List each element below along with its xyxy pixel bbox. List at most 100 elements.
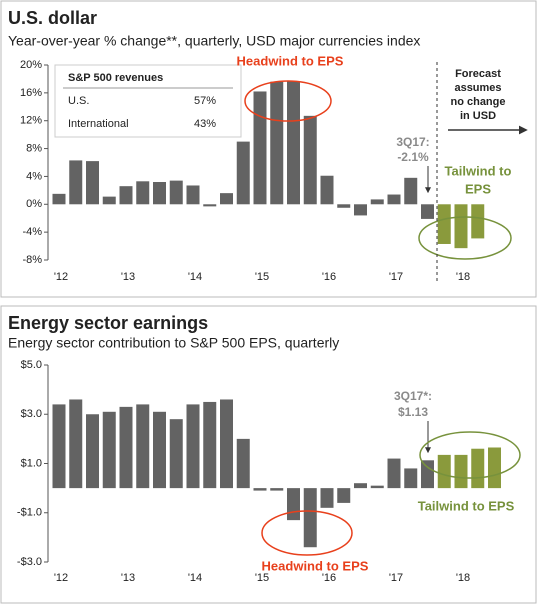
bar <box>454 204 468 249</box>
annotation: no change <box>450 96 505 108</box>
bar <box>203 204 217 207</box>
annotation: assumes <box>454 82 501 94</box>
y-tick-label: $1.0 <box>21 457 42 469</box>
bar <box>454 454 468 489</box>
x-tick-label: '14 <box>188 271 202 283</box>
bar <box>86 414 99 489</box>
x-tick-label: '16 <box>322 572 336 584</box>
bar <box>387 458 401 489</box>
highlight-ellipse <box>418 216 512 260</box>
y-tick-label: 8% <box>26 142 42 154</box>
y-tick-label: $5.0 <box>21 359 42 371</box>
inset-title: S&P 500 revenues <box>68 72 163 84</box>
bar <box>169 180 183 205</box>
x-tick-label: '15 <box>255 271 269 283</box>
bar <box>421 204 434 219</box>
bar <box>387 194 401 205</box>
bar <box>236 438 250 489</box>
bar <box>354 204 367 216</box>
annotation: Tailwind to <box>445 163 512 178</box>
x-tick-label: '17 <box>389 572 403 584</box>
plot: $5.0 $3.0 $1.0 -$1.0 -$3.0 '12 '13 '14 '15 '16 '17… <box>17 359 501 584</box>
bar <box>236 141 250 205</box>
y-tick-label: -4% <box>22 226 42 238</box>
x-tick-label: '12 <box>54 572 68 584</box>
bar <box>303 115 317 205</box>
bar <box>253 488 267 491</box>
bar <box>437 204 451 244</box>
x-tick-label: '16 <box>322 271 336 283</box>
chart-title: U.S. dollar <box>8 8 97 28</box>
bar <box>102 411 116 489</box>
inset-cell: International <box>68 118 129 130</box>
bar <box>471 448 485 489</box>
x-tick-label: '18 <box>456 572 470 584</box>
panel-frame <box>0 305 537 604</box>
annotation: Tailwind to EPS <box>418 498 515 513</box>
bar <box>203 401 217 489</box>
highlight-ellipse <box>261 510 353 556</box>
bar <box>270 81 284 205</box>
annotation: Forecast <box>455 68 501 80</box>
inset-cell: U.S. <box>68 95 89 107</box>
bar <box>437 454 451 489</box>
bar <box>186 404 200 489</box>
bar <box>86 161 99 205</box>
bar <box>153 411 166 489</box>
inset-table <box>54 64 242 138</box>
bar <box>471 204 485 239</box>
bar <box>136 404 150 489</box>
bar <box>169 419 183 489</box>
bar <box>404 468 418 489</box>
bar <box>119 406 133 489</box>
y-tick-label: 0% <box>26 198 42 210</box>
annotation: 3Q17*: <box>394 389 432 403</box>
chart-subtitle: Year-over-year % change**, quarterly, US… <box>8 33 420 49</box>
bar <box>136 181 150 205</box>
panel-frame <box>0 0 537 298</box>
bar <box>270 488 284 491</box>
bar <box>69 160 83 205</box>
highlight-ellipse <box>244 80 332 122</box>
bar <box>52 193 66 205</box>
bar <box>287 81 300 205</box>
bar <box>287 488 300 521</box>
y-tick-label: $3.0 <box>21 408 42 420</box>
bar <box>320 488 334 508</box>
chart-title: Energy sector earnings <box>8 313 208 333</box>
bar <box>153 182 166 205</box>
bar <box>337 204 351 208</box>
bar <box>52 404 66 489</box>
bar <box>220 193 233 205</box>
bar <box>220 399 233 489</box>
chart-subtitle: Energy sector contribution to S&P 500 EP… <box>8 335 339 351</box>
annotation: Headwind to EPS <box>237 53 344 68</box>
bar <box>253 91 267 205</box>
y-tick-label: -$3.0 <box>17 556 42 568</box>
bar <box>102 196 116 205</box>
annotation: $1.13 <box>398 405 428 419</box>
bar <box>320 175 334 205</box>
x-tick-label: '13 <box>121 271 135 283</box>
bar <box>119 186 133 205</box>
bar <box>69 399 83 489</box>
y-tick-label: -8% <box>22 254 42 266</box>
bar <box>186 185 200 205</box>
y-tick-label: 4% <box>26 170 42 182</box>
bar <box>404 177 418 205</box>
x-tick-label: '18 <box>456 271 470 283</box>
bar <box>370 199 384 205</box>
bar <box>488 447 501 489</box>
annotation: EPS <box>465 181 491 196</box>
y-tick-label: -$1.0 <box>17 507 42 519</box>
annotation: Headwind to EPS <box>262 558 369 573</box>
annotation: -2.1% <box>397 150 429 164</box>
x-tick-label: '15 <box>255 572 269 584</box>
y-tick-label: 16% <box>20 87 42 99</box>
y-tick-label: 20% <box>20 59 42 71</box>
x-tick-label: '14 <box>188 572 202 584</box>
highlight-ellipse <box>419 431 521 479</box>
x-tick-label: '13 <box>121 572 135 584</box>
inset-cell: 43% <box>194 118 216 130</box>
